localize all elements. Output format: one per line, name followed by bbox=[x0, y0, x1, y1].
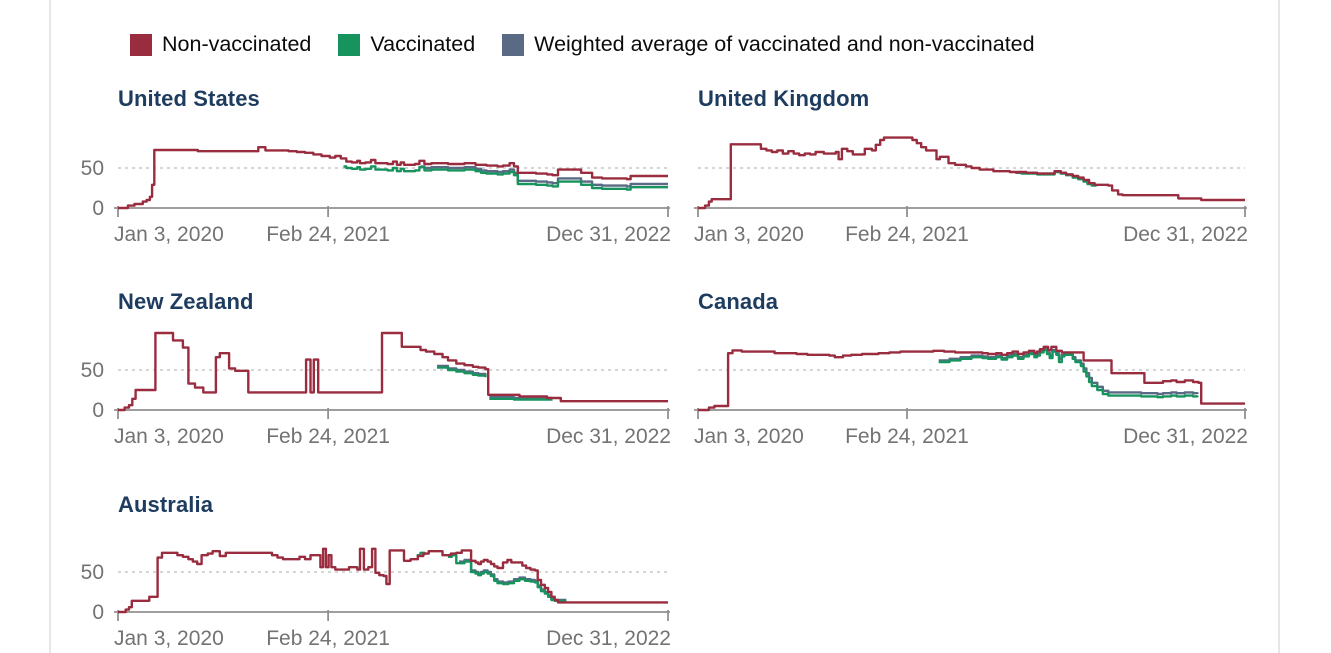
legend-label-vaccinated: Vaccinated bbox=[370, 32, 476, 56]
chart-title-australia: Australia bbox=[118, 492, 214, 517]
x-tick-label: Feb 24, 2021 bbox=[266, 425, 390, 448]
series-line-non-vaccinated bbox=[118, 331, 668, 412]
x-tick-label: Jan 3, 2020 bbox=[114, 425, 224, 448]
chart-united-states: Jan 3, 2020 Feb 24, 2021 Dec 31, 2022 0 50 bbox=[81, 146, 671, 246]
legend-item-non-vaccinated[interactable]: Non-vaccinated bbox=[130, 32, 311, 57]
series-line-vaccinated bbox=[489, 397, 553, 401]
chart-title-new-zealand: New Zealand bbox=[118, 289, 254, 314]
x-tick-label: Dec 31, 2022 bbox=[546, 627, 671, 650]
chart-title-united-kingdom: United Kingdom bbox=[698, 86, 870, 111]
series-line-non-vaccinated bbox=[698, 136, 1245, 210]
series-line-non-vaccinated bbox=[698, 345, 1245, 412]
x-tick-label: Jan 3, 2020 bbox=[114, 223, 224, 246]
series-line-vaccinated bbox=[437, 366, 487, 378]
x-tick-label: Jan 3, 2020 bbox=[694, 223, 804, 246]
series-line-vaccinated bbox=[343, 165, 668, 191]
series-line-vaccinated bbox=[938, 348, 1199, 399]
page-left-border bbox=[49, 0, 51, 653]
x-tick-label: Feb 24, 2021 bbox=[266, 223, 390, 246]
legend-swatch-non-vaccinated-icon bbox=[130, 33, 152, 56]
legend-item-weighted-average[interactable]: Weighted average of vaccinated and non-v… bbox=[502, 32, 1035, 57]
chart-title-canada: Canada bbox=[698, 289, 779, 314]
chart-new-zealand: Jan 3, 2020 Feb 24, 2021 Dec 31, 2022 0 50 bbox=[81, 331, 671, 448]
x-tick-label: Feb 24, 2021 bbox=[266, 627, 390, 650]
legend-label-non-vaccinated: Non-vaccinated bbox=[162, 32, 312, 56]
y-tick-label: 50 bbox=[81, 157, 104, 180]
x-tick-label: Feb 24, 2021 bbox=[845, 223, 969, 246]
x-tick-label: Dec 31, 2022 bbox=[546, 223, 671, 246]
chart-canada: Jan 3, 2020 Feb 24, 2021 Dec 31, 2022 bbox=[694, 345, 1248, 448]
x-tick-label: Jan 3, 2020 bbox=[114, 627, 224, 650]
chart-australia: Jan 3, 2020 Feb 24, 2021 Dec 31, 2022 0 50 bbox=[81, 547, 671, 650]
chart-title-united-states: United States bbox=[118, 86, 260, 111]
y-tick-label: 50 bbox=[81, 561, 104, 584]
y-tick-label: 50 bbox=[81, 359, 104, 382]
y-tick-label: 0 bbox=[92, 399, 104, 422]
legend-label-weighted-average: Weighted average of vaccinated and non-v… bbox=[534, 32, 1035, 56]
series-line-non-vaccinated bbox=[118, 547, 668, 614]
x-tick-label: Dec 31, 2022 bbox=[1123, 223, 1248, 246]
x-tick-label: Jan 3, 2020 bbox=[694, 425, 804, 448]
chart-united-kingdom: Jan 3, 2020 Feb 24, 2021 Dec 31, 2022 bbox=[694, 136, 1248, 246]
legend-swatch-weighted-average-icon bbox=[502, 33, 525, 56]
x-tick-label: Feb 24, 2021 bbox=[845, 425, 969, 448]
x-tick-label: Dec 31, 2022 bbox=[546, 425, 671, 448]
page-right-border bbox=[1278, 0, 1280, 653]
y-tick-label: 0 bbox=[92, 197, 104, 220]
x-tick-label: Dec 31, 2022 bbox=[1123, 425, 1248, 448]
series-line-non-vaccinated bbox=[118, 146, 668, 210]
legend-swatch-vaccinated-icon bbox=[338, 33, 361, 56]
chart-legend: Non-vaccinated Vaccinated Weighted avera… bbox=[130, 32, 1035, 57]
legend-item-vaccinated[interactable]: Vaccinated bbox=[338, 32, 475, 57]
y-tick-label: 0 bbox=[92, 601, 104, 624]
